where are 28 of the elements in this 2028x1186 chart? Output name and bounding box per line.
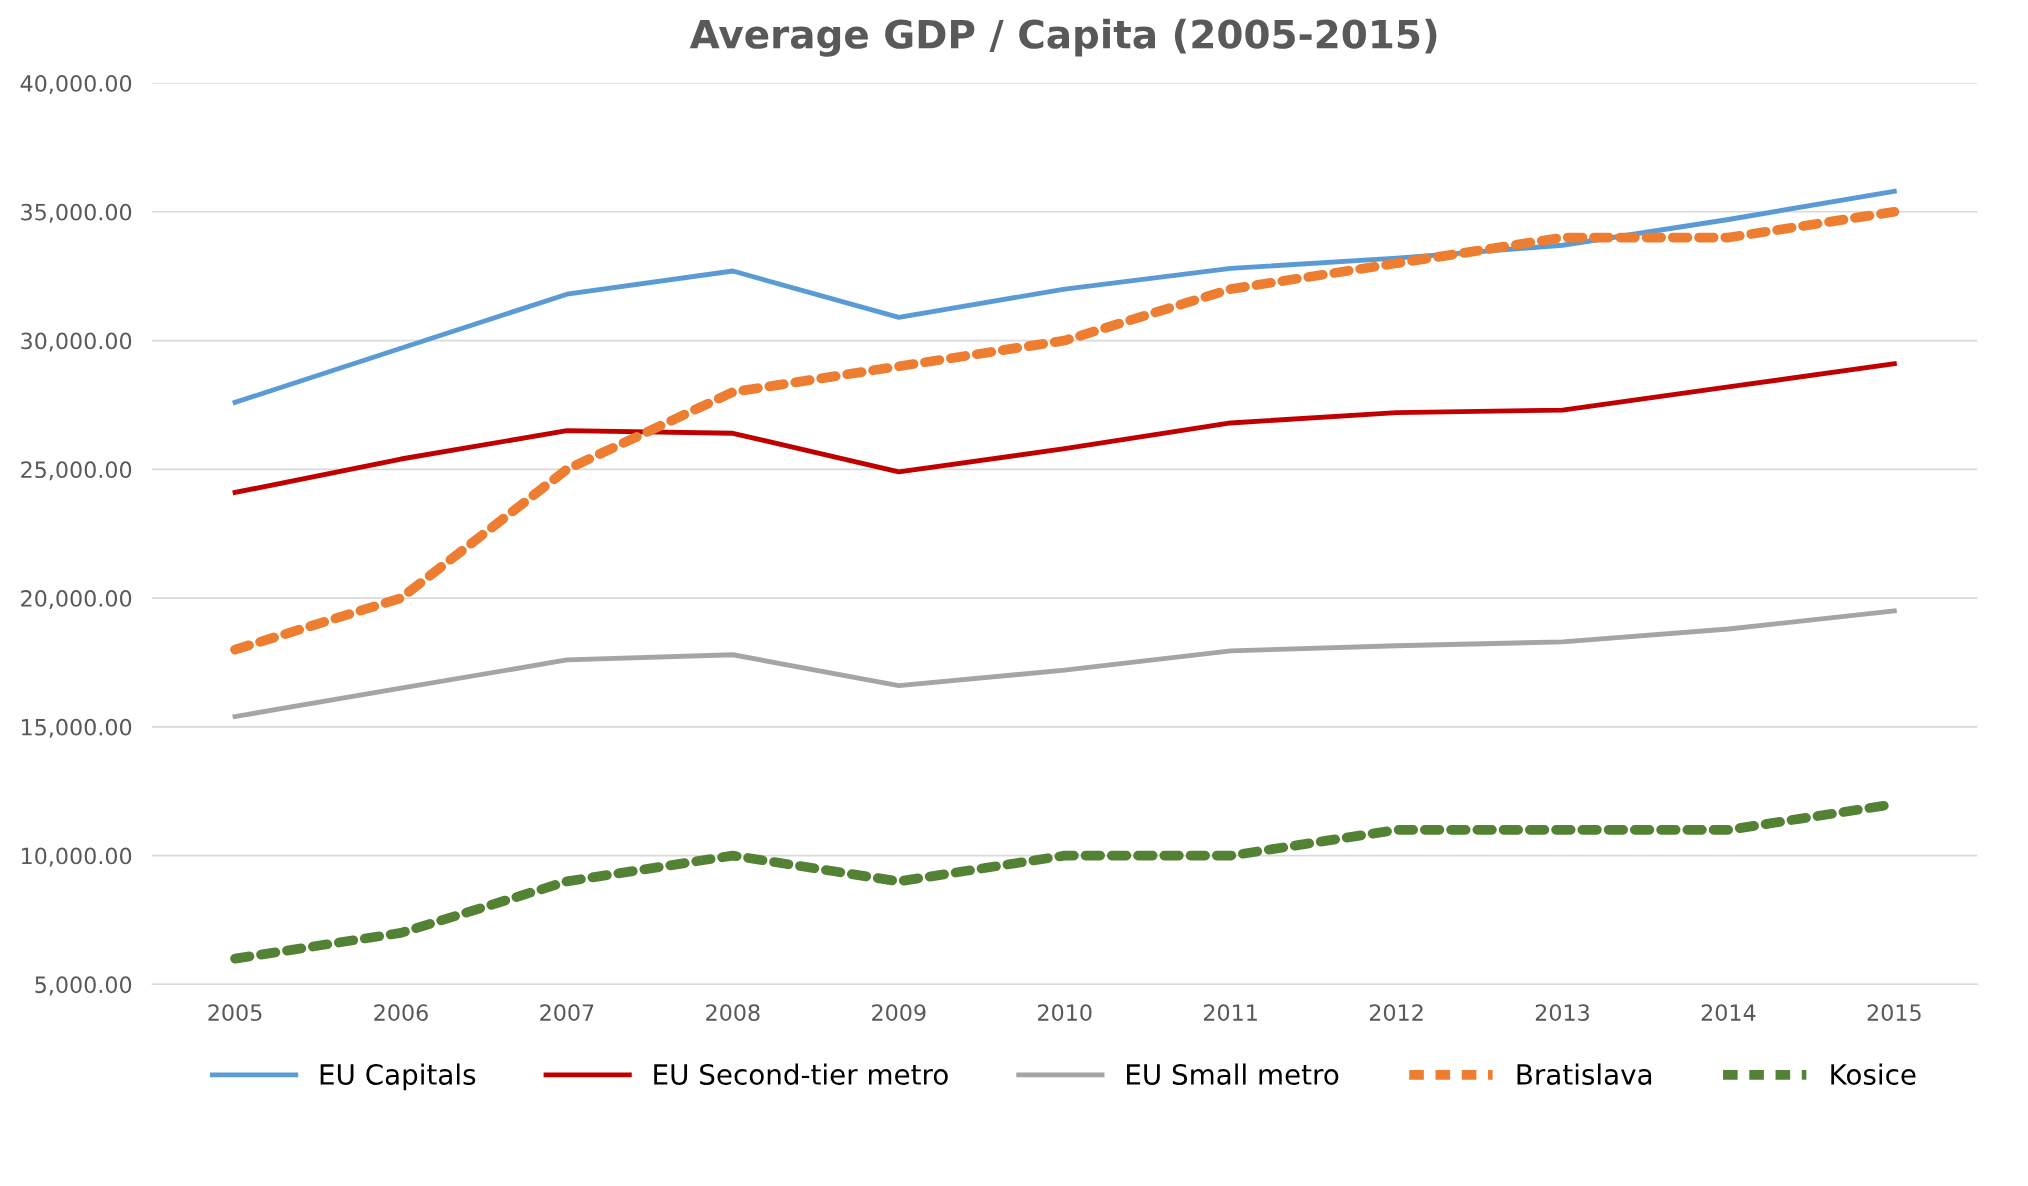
line-series (232, 188, 1897, 405)
line-series (232, 608, 1897, 719)
legend-label: Kosice (1831, 1063, 1916, 1085)
y-tick-label: 35,000.00 (21, 203, 132, 223)
y-tick-label: 25,000.00 (21, 461, 132, 481)
y-tick-label: 40,000.00 (20, 74, 132, 95)
legend-label: EU Small metro (1127, 1063, 1339, 1085)
x-tick-label: 2007 (540, 1004, 594, 1022)
line-series (232, 361, 1897, 495)
x-tick-label: 2005 (208, 1004, 262, 1022)
x-tick-label: 2013 (1535, 1004, 1589, 1022)
chart-title: Average GDP / Capita (2005-2015) (689, 18, 1437, 57)
x-tick-label: 2009 (872, 1004, 926, 1022)
x-tick-label: 2012 (1369, 1004, 1423, 1022)
legend-label: Bratislava (1517, 1063, 1652, 1085)
x-tick-label: 2006 (374, 1004, 428, 1022)
y-tick-label: 15,000.00 (22, 718, 132, 738)
legend-label: EU Capitals (320, 1063, 476, 1091)
y-tick-label: 10,000.00 (22, 847, 132, 867)
x-tick-label: 2014 (1701, 1004, 1756, 1022)
x-tick-label: 2011 (1203, 1004, 1257, 1022)
x-tick-label: 2015 (1867, 1004, 1921, 1022)
x-tick-label: 2008 (706, 1004, 760, 1022)
y-tick-label: 20,000.00 (21, 590, 132, 610)
y-tick-label: 30,000.00 (21, 332, 132, 352)
y-tick-label: 5,000.00 (35, 976, 132, 996)
legend-label: EU Second-tier metro (654, 1063, 948, 1085)
x-tick-label: 2010 (1038, 1004, 1092, 1022)
